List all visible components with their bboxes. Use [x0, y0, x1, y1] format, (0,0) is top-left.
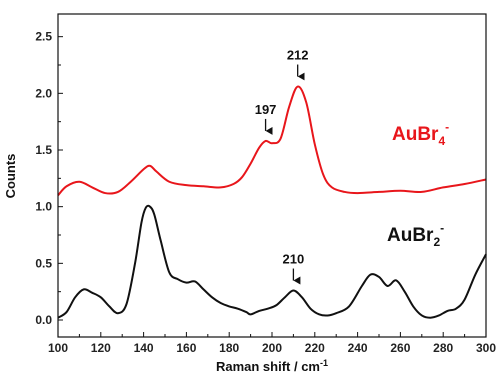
x-tick-label-220: 220 [305, 341, 325, 355]
x-tick-label-140: 140 [134, 341, 154, 355]
y-tick-label-3: 1.5 [35, 143, 52, 157]
x-tick-label-120: 120 [91, 341, 111, 355]
series-label-aubr4-base: AuBr [392, 124, 439, 145]
series-label-aubr2-base: AuBr [387, 225, 434, 246]
y-tick-label-5: 2.5 [35, 30, 52, 44]
series-line-1 [57, 204, 487, 319]
y-tick-label-1: 0.5 [35, 256, 52, 270]
y-tick-label-0: 0.0 [35, 313, 52, 327]
x-tick-label-300: 300 [476, 341, 496, 355]
y-axis-title: Counts [3, 154, 18, 199]
annotation-layer: 197 212 210 [255, 48, 309, 285]
series-label-aubr4-sup: - [445, 120, 449, 134]
x-tick-label-260: 260 [390, 341, 410, 355]
x-tick-label-180: 180 [219, 341, 239, 355]
y-tick-label-2: 1.0 [35, 200, 52, 214]
peak-label-197: 197 [255, 102, 277, 117]
plot-frame [57, 13, 487, 338]
series-label-aubr2-sup: - [440, 221, 444, 235]
series-label-aubr2: AuBr2- [387, 221, 444, 249]
x-axis-title: Raman shift / cm-1 [216, 358, 328, 374]
series-layer [57, 85, 487, 319]
x-tick-label-100: 100 [48, 341, 68, 355]
ticks-layer: 100 120 140 160 180 200 220 240 260 280 300 0.0 0.5 1… [35, 30, 496, 355]
x-tick-label-200: 200 [262, 341, 282, 355]
x-tick-label-160: 160 [176, 341, 196, 355]
series-label-aubr2-sub: 2 [433, 235, 440, 249]
series-line-0 [57, 85, 487, 197]
peak-label-212: 212 [287, 48, 309, 63]
y-tick-label-4: 2.0 [35, 86, 52, 100]
y-axis-title-text: Counts [3, 154, 18, 199]
x-axis-title-text: Raman shift / cm [216, 359, 320, 374]
x-axis-title-superscript: -1 [320, 358, 328, 368]
peak-label-210: 210 [283, 252, 305, 267]
series-label-aubr4: AuBr4- [392, 120, 449, 148]
x-tick-label-240: 240 [348, 341, 368, 355]
series-label-aubr4-sub: 4 [438, 134, 445, 148]
x-tick-label-280: 280 [433, 341, 453, 355]
